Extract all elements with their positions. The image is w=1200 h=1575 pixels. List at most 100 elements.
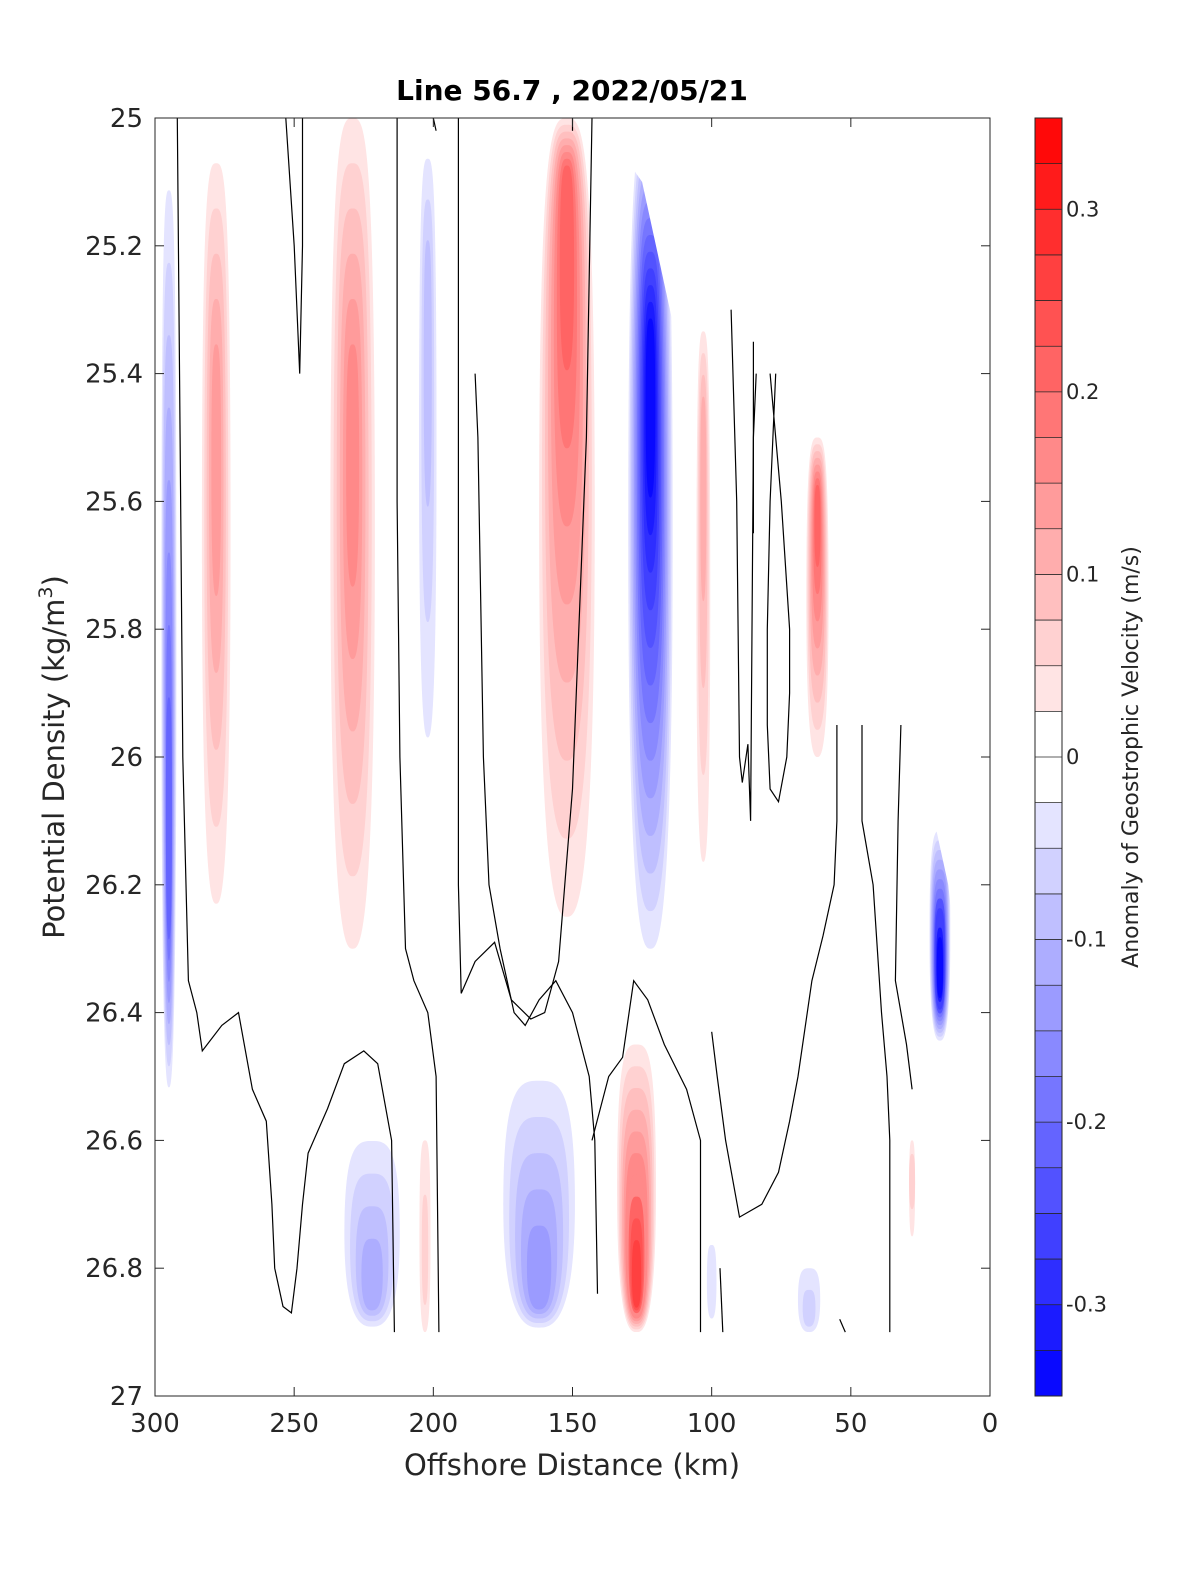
velocity-core [806,437,829,757]
x-tick-label: 50 [834,1409,867,1439]
velocity-core [628,118,673,949]
velocity-core [418,158,437,738]
axis-ticks: 300 250 200 150 100 50 0 25 25.2 25.4 25.6 25.8 26 26… [85,104,998,1439]
velocity-core [617,1044,656,1333]
velocity-core [539,118,595,917]
colorbar-level [1035,1122,1062,1168]
zero-contour-line [711,725,838,1219]
velocity-core [344,1141,400,1327]
velocity-level [346,344,360,587]
velocity-core [330,118,375,949]
y-axis-label-close: ) [37,575,71,586]
x-tick-label: 250 [269,1409,319,1439]
zero-contour-line [894,724,913,1090]
x-tick-label: 150 [548,1409,598,1439]
no-data-mask-bottom [155,1332,990,1396]
colorbar-level [1035,1350,1062,1396]
chart-title: Line 56.7 , 2022/05/21 [396,74,748,107]
colorbar-level [1035,1213,1062,1260]
colorbar-tick-label: -0.1 [1066,928,1107,952]
colorbar-ticks: -0.3 -0.2 -0.1 0 0.1 0.2 0.3 [1066,197,1107,1316]
velocity-level [645,318,656,498]
zero-contour-line [285,118,304,374]
x-tick-label: 300 [130,1409,180,1439]
colorbar-level [1035,1030,1062,1077]
velocity-core [797,1268,821,1333]
zero-contours [176,118,913,1333]
zero-contour-line [752,373,757,534]
velocity-level [423,240,432,507]
velocity-core [929,830,951,1041]
velocity-level [421,1194,429,1305]
colorbar-level [1035,711,1062,757]
colorbar-level [1035,620,1062,666]
velocity-core [909,1140,916,1237]
y-tick-label: 25.4 [85,360,143,390]
colorbar-level [1035,300,1062,347]
velocity-level [700,396,707,602]
colorbar-level [1035,254,1062,301]
velocity-level [936,946,943,995]
y-tick-label: 25.8 [85,615,143,645]
y-axis-label-superscript: 3 [35,586,57,598]
colorbar-tick-label: -0.3 [1066,1293,1107,1317]
colorbar-level [1035,391,1062,438]
velocity-core [201,163,231,904]
x-tick-label: 100 [687,1409,737,1439]
colorbar-level [1035,802,1062,849]
colorbar-tick-label: 0.1 [1066,562,1099,586]
y-tick-label: 26.6 [85,1126,143,1156]
velocity-core [419,1140,431,1333]
colorbar-level [1035,893,1062,940]
zero-contour-line [396,118,440,1333]
zero-contour-line [839,1319,846,1333]
y-tick-label: 27 [110,1382,143,1412]
y-tick-label: 26.4 [85,999,143,1029]
colorbar-tick-label: 0.3 [1066,197,1099,221]
colorbar-level [1035,1259,1062,1305]
colorbar-label: Anomaly of Geostrophic Velocity (m/s) [1119,546,1144,968]
colorbar-frame [1034,117,1063,1397]
y-tick-label: 25.6 [85,487,143,517]
velocity-level [631,1240,642,1308]
velocity-core [503,1080,575,1328]
velocity-core [696,331,711,862]
y-tick-label: 26 [110,743,143,773]
colorbar-level [1035,665,1062,712]
y-tick-label: 26.8 [85,1254,143,1284]
colorbar-level [1035,1304,1062,1351]
velocity-level [706,1245,717,1319]
velocity-level [165,697,172,940]
colorbar-level [1035,346,1062,392]
x-tick-label: 0 [982,1409,999,1439]
colorbar-level [1035,437,1062,484]
velocity-field [155,118,990,1396]
zero-contour-line [766,373,791,804]
colorbar-level [1035,163,1062,210]
zero-contour-line [474,373,599,1294]
colorbar-level [1035,848,1062,894]
colorbar-level [1035,118,1062,164]
zero-contour-line [719,1268,724,1333]
velocity-level [361,1238,383,1311]
velocity-level [802,1289,816,1327]
no-data-mask-edge [962,1012,990,1333]
zero-contour-line [591,979,702,1333]
colorbar-levels [1035,118,1062,1396]
y-tick-label: 26.2 [85,871,143,901]
colorbar-tick-label: 0.2 [1066,380,1099,404]
y-tick-label: 25.2 [85,232,143,262]
zero-contour-line [176,118,395,1333]
velocity-level [909,1153,916,1210]
colorbar-level [1035,1167,1062,1214]
colorbar-tick-label: -0.2 [1066,1110,1107,1134]
x-axis-label: Offshore Distance (km) [404,1448,740,1482]
y-axis-label-main: Potential Density (kg/m [37,599,71,939]
velocity-level [814,485,821,567]
colorbar-level [1035,483,1062,529]
colorbar-tick-label: 0 [1066,745,1079,769]
colorbar-level [1035,528,1062,575]
zero-contour-line [861,725,891,1333]
colorbar: -0.3 -0.2 -0.1 0 0.1 0.2 0.3 Anomaly of Geostr… [1034,117,1144,1397]
